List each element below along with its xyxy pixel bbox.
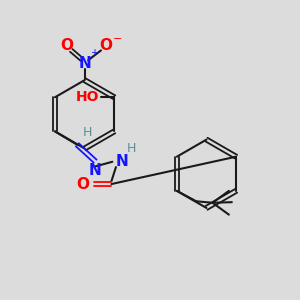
Text: O: O [99,38,112,53]
Text: N: N [116,154,129,169]
Text: HO: HO [76,90,99,104]
Text: +: + [90,49,98,58]
Text: O: O [76,176,89,191]
Text: H: H [127,142,136,155]
Text: N: N [78,56,91,71]
Text: H: H [83,126,92,140]
Text: N: N [89,163,101,178]
Text: O: O [60,38,73,53]
Text: −: − [113,34,122,44]
